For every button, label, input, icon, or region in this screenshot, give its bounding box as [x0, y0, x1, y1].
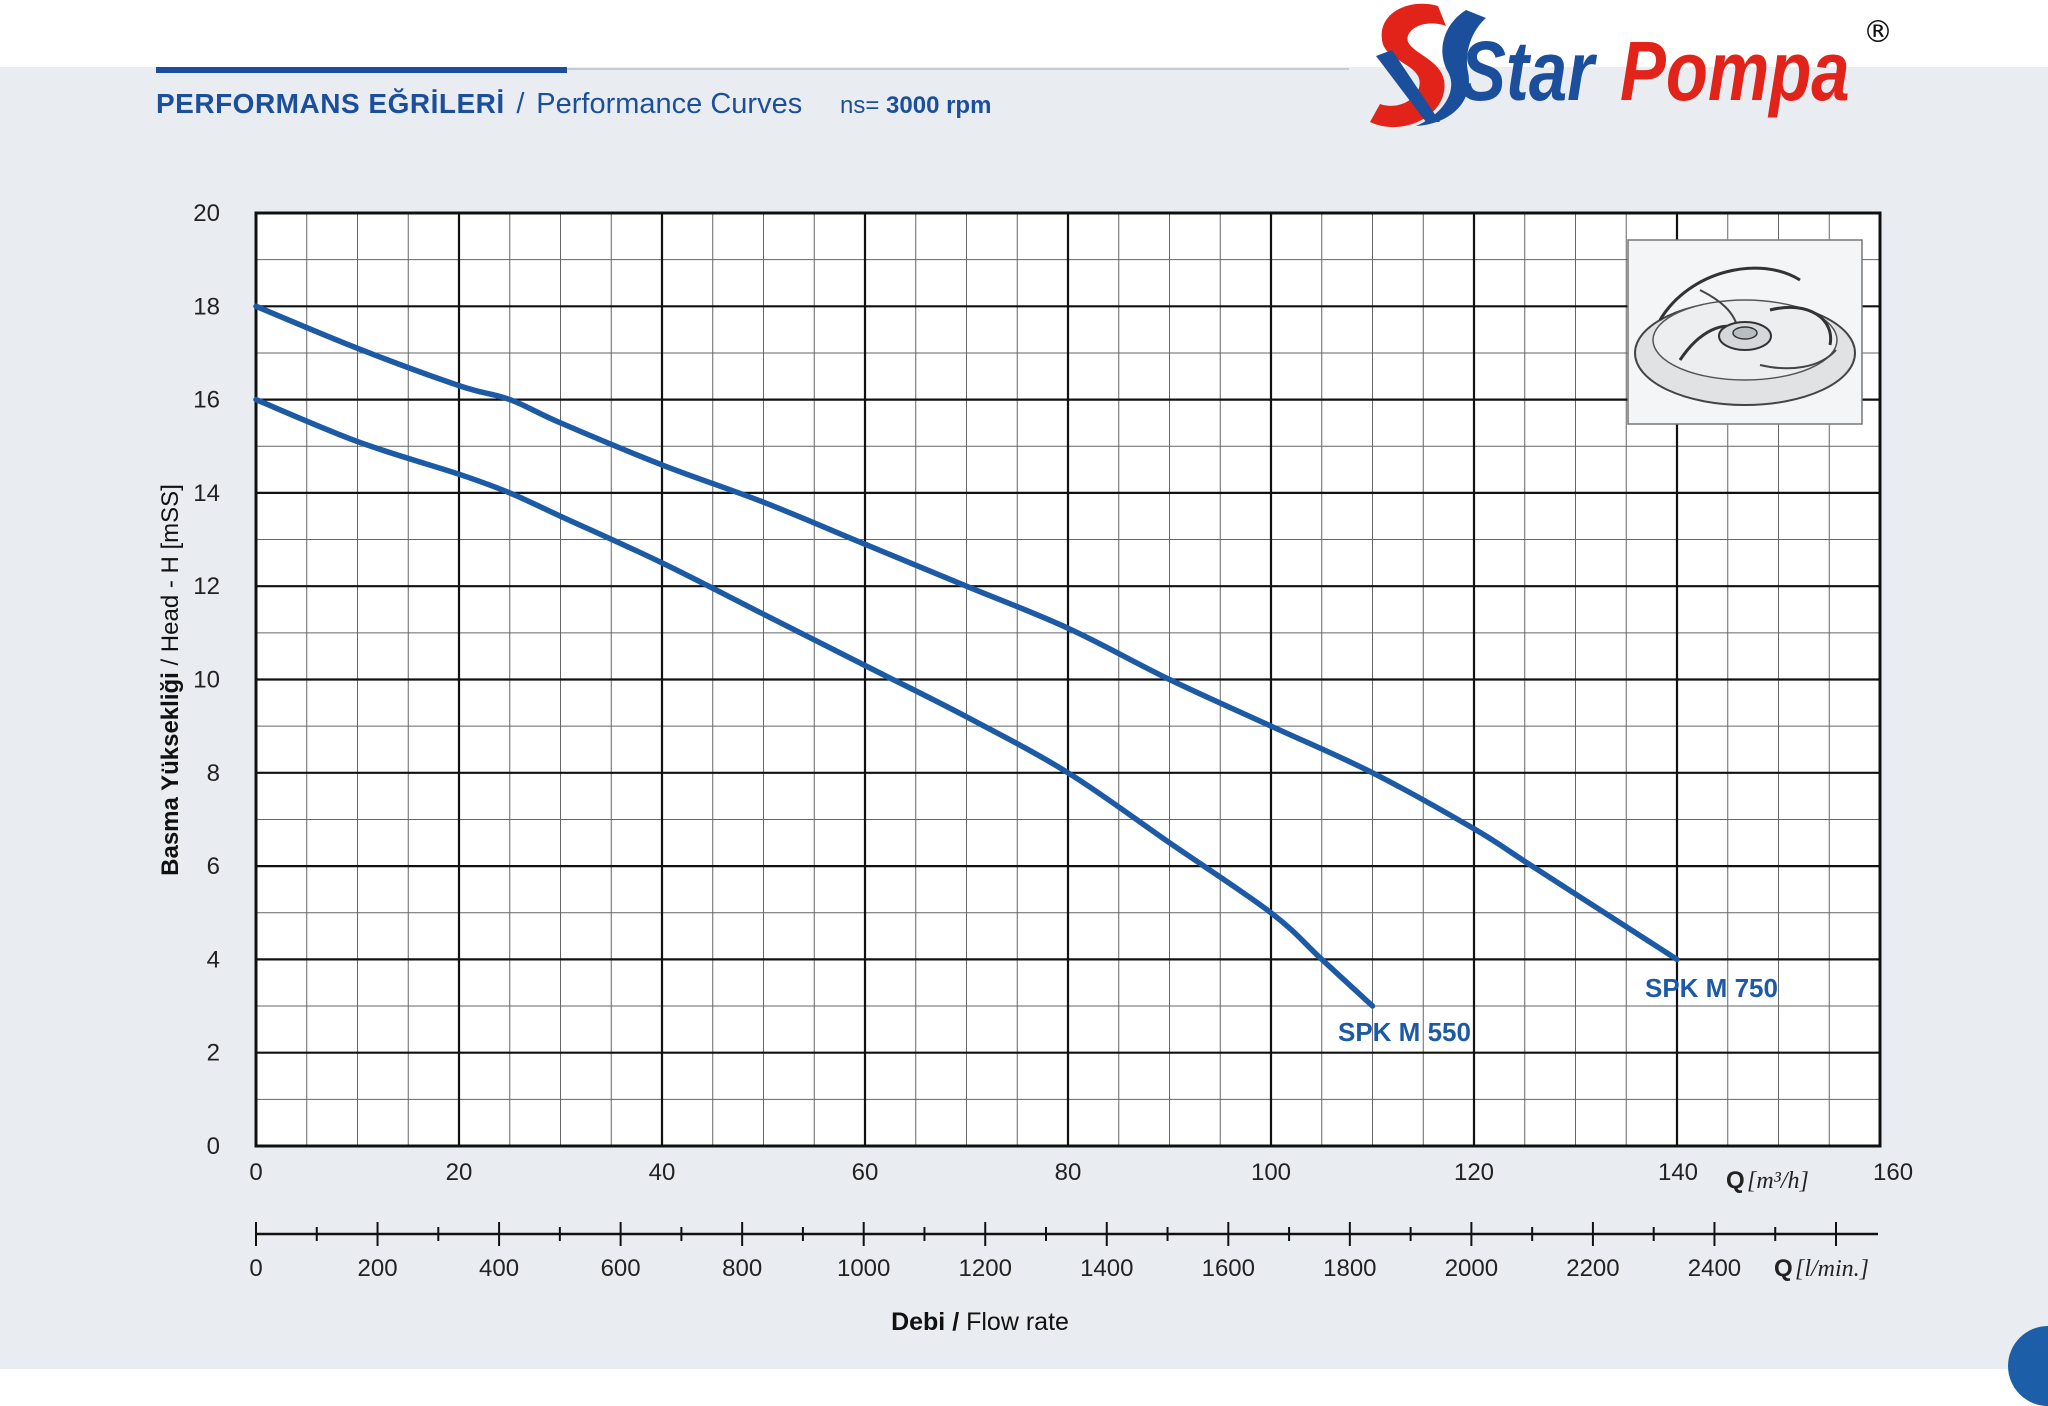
x-axis-title-bold: Debi: [891, 1308, 945, 1336]
y-tick-label: 20: [193, 200, 220, 227]
registered-mark: ®: [1863, 15, 1893, 50]
x-tick-label: 40: [649, 1159, 676, 1186]
x-tick-label: 0: [249, 1159, 262, 1186]
x2-tick-label: 1800: [1323, 1255, 1376, 1282]
page-title: PERFORMANS EĞRİLERİ / Performance Curves…: [156, 86, 991, 124]
plot-frame: [254, 211, 1882, 1148]
x2-tick-label: 2000: [1445, 1255, 1498, 1282]
x2-tick-label: 2200: [1566, 1255, 1619, 1282]
y-tick-label: 18: [193, 293, 220, 320]
x2-tick-label: 400: [479, 1255, 519, 1282]
y-tick-label: 6: [207, 853, 220, 880]
x2-tick-label: 1400: [1080, 1255, 1133, 1282]
y-axis-title-bold: Basma Yüksekliği: [157, 672, 184, 876]
y-tick-label: 10: [193, 667, 220, 694]
star-pompa-emblem-icon: [1370, 3, 1486, 128]
y-axis-title-rest: Head - H [mSS]: [157, 484, 184, 652]
y-axis-title: Basma Yüksekliği / Head - H [mSS]: [157, 484, 184, 876]
header-rule-thin: [567, 68, 1349, 70]
speed-value: 3000 rpm: [886, 92, 992, 119]
x2-tick-label: 1200: [959, 1255, 1012, 1282]
x-axis-title: Debi / Flow rate: [891, 1308, 1069, 1336]
series-line-spk-m-550: [253, 396, 1376, 1009]
x2-tick-label: 1600: [1202, 1255, 1255, 1282]
brand-name-pompa: Pompa: [1620, 25, 1850, 119]
speed-prefix: ns=: [839, 92, 880, 119]
brand-name-star: Star: [1460, 25, 1598, 119]
x-axis-title-rest: Flow rate: [966, 1308, 1069, 1336]
y-tick-label: 0: [207, 1133, 220, 1160]
header-rule: [156, 67, 567, 73]
x-tick-label: 160: [1873, 1159, 1913, 1186]
x-axis-title-sep: /: [945, 1308, 966, 1336]
x2-tick-label: 1000: [837, 1255, 890, 1282]
y-axis-tick-labels: 0 2 4 6 8 10 12 14 16 18 20: [193, 200, 220, 1160]
x-tick-label: 60: [852, 1159, 879, 1186]
secondary-x-axis: 0 200 400 600 800 1000 1200 1400 1600 1800 2000 220…: [249, 1222, 1878, 1282]
x2-tick-label: 800: [722, 1255, 762, 1282]
x-tick-label: 100: [1251, 1159, 1291, 1186]
impeller-icon: [1634, 266, 1856, 406]
curve-series: [253, 303, 1680, 1009]
y-tick-label: 12: [193, 573, 220, 600]
x-tick-label: 120: [1454, 1159, 1494, 1186]
x-tick-label: 20: [446, 1159, 473, 1186]
x2-tick-label: 600: [601, 1255, 641, 1282]
title-separator: /: [516, 88, 525, 120]
series-label-spk-m-550: SPK M 550: [1338, 1017, 1471, 1047]
title-english: Performance Curves: [536, 88, 803, 120]
series-label-spk-m-750: SPK M 750: [1645, 973, 1778, 1003]
x-unit-label: [m³/h]: [1747, 1168, 1809, 1194]
x2-unit-label: [l/min.]: [1795, 1256, 1869, 1282]
x-unit-q: Q: [1726, 1167, 1745, 1194]
speed-label: ns= 3000 rpm: [840, 92, 991, 119]
x2-tick-label: 0: [249, 1255, 262, 1282]
x2-tick-label: 200: [358, 1255, 398, 1282]
x2-unit-q: Q: [1774, 1255, 1793, 1282]
y-tick-label: 2: [207, 1040, 220, 1067]
y-axis-title-sep: /: [157, 652, 184, 672]
y-tick-label: 16: [193, 387, 220, 414]
title-turkish: PERFORMANS EĞRİLERİ: [156, 88, 505, 119]
y-tick-label: 8: [207, 760, 220, 787]
impeller-thumbnail: [1627, 239, 1863, 425]
star-pompa-logo: Star Pompa ®: [1370, 3, 1893, 128]
y-tick-label: 14: [193, 480, 220, 507]
x2-tick-label: 2400: [1688, 1255, 1741, 1282]
x-tick-label: 140: [1658, 1159, 1698, 1186]
x-axis-tick-labels: 0 20 40 60 80 100 120 140 160: [249, 1159, 1913, 1186]
x-tick-label: 80: [1055, 1159, 1082, 1186]
y-tick-label: 4: [207, 946, 220, 973]
series-line-spk-m-750: [253, 303, 1680, 963]
